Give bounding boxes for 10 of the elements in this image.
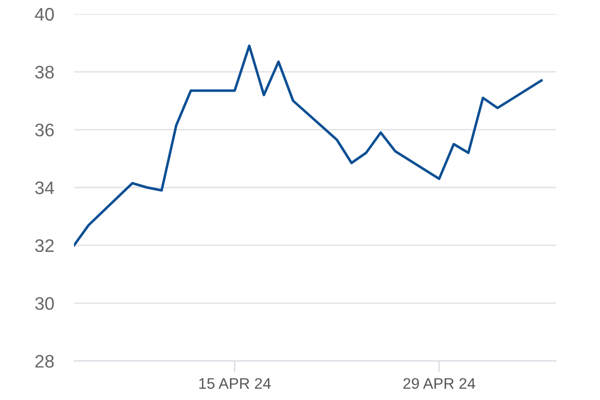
y-tick-label: 36 xyxy=(35,124,54,136)
y-tick-label: 38 xyxy=(35,66,54,79)
y-tick-label: 30 xyxy=(35,297,54,310)
line-series xyxy=(74,44,543,247)
x-tick-label: 29 APR 24 xyxy=(403,378,476,389)
x-tick-label: 15 APR 24 xyxy=(199,378,271,389)
y-tick-label: 28 xyxy=(35,354,54,368)
y-tick-label: 40 xyxy=(34,8,54,21)
y-tick-label: 32 xyxy=(35,239,54,252)
y-tick-label: 34 xyxy=(35,181,54,194)
